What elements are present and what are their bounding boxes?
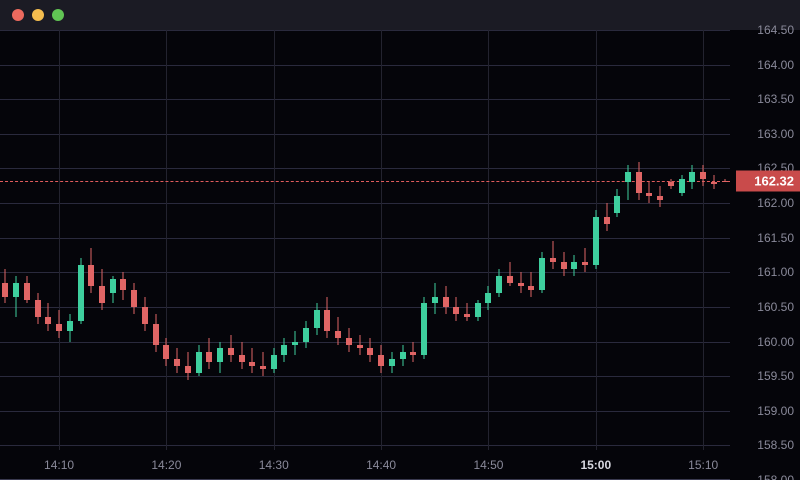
y-axis-tick-label: 159.50 bbox=[734, 369, 794, 383]
y-axis-tick-label: 162.00 bbox=[734, 196, 794, 210]
x-axis-tick-label: 14:50 bbox=[473, 458, 503, 472]
y-axis-tick-label: 163.00 bbox=[734, 127, 794, 141]
window-close-button[interactable] bbox=[12, 9, 24, 21]
current-price-badge: 162.32 bbox=[736, 170, 800, 191]
window-maximize-button[interactable] bbox=[52, 9, 64, 21]
x-axis-tick-label: 15:00 bbox=[580, 458, 611, 472]
window-minimize-button[interactable] bbox=[32, 9, 44, 21]
title-bar bbox=[0, 0, 800, 30]
x-axis-tick-label: 14:20 bbox=[151, 458, 181, 472]
candlestick-chart[interactable]: 158.00 158.50 159.00 159.50 160.00 160.50 161.… bbox=[0, 30, 800, 480]
y-axis-tick-label: 158.50 bbox=[734, 438, 794, 452]
y-axis-labels: 158.00 158.50 159.00 159.50 160.00 160.50 161.… bbox=[730, 30, 800, 480]
y-axis-tick-label: 160.50 bbox=[734, 300, 794, 314]
y-axis-tick-label: 158.00 bbox=[734, 473, 794, 480]
app-window: 158.00 158.50 159.00 159.50 160.00 160.50 161.… bbox=[0, 0, 800, 480]
x-axis-labels: 14:10 14:20 14:30 14:40 14:50 15:00 15:10 bbox=[0, 30, 730, 480]
x-axis-tick-label: 14:10 bbox=[44, 458, 74, 472]
x-axis-tick-label: 14:40 bbox=[366, 458, 396, 472]
y-axis-tick-label: 164.00 bbox=[734, 58, 794, 72]
y-axis-tick-label: 161.00 bbox=[734, 265, 794, 279]
x-axis-tick-label: 15:10 bbox=[688, 458, 718, 472]
y-axis-tick-label: 159.00 bbox=[734, 404, 794, 418]
x-axis-tick-label: 14:30 bbox=[259, 458, 289, 472]
y-axis-tick-label: 163.50 bbox=[734, 92, 794, 106]
y-axis-tick-label: 164.50 bbox=[734, 23, 794, 37]
y-axis-tick-label: 161.50 bbox=[734, 231, 794, 245]
y-axis-tick-label: 160.00 bbox=[734, 335, 794, 349]
